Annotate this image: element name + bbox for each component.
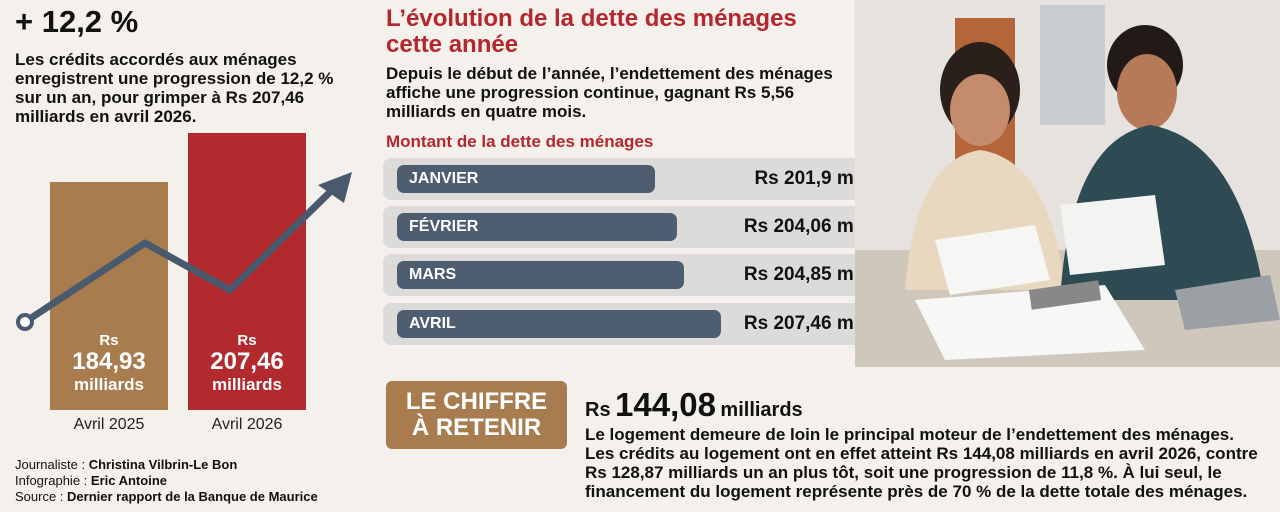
credit: Journaliste : Christina Vilbrin-Le Bon bbox=[15, 457, 237, 473]
credit: Infographie : Eric Antoine bbox=[15, 473, 167, 489]
key-amount: 144,08 bbox=[615, 386, 716, 423]
credit-label: Source : bbox=[15, 489, 64, 504]
badge-text: LE CHIFFRE À RETENIR bbox=[405, 388, 548, 441]
bar-amount: 207,46 bbox=[210, 348, 284, 375]
credit-label: Infographie : bbox=[15, 473, 88, 488]
key-unit: milliards bbox=[720, 399, 803, 421]
key-text: Le logement demeure de loin le principal… bbox=[585, 425, 1258, 501]
credit-name: Dernier rapport de la Banque de Maurice bbox=[67, 489, 318, 504]
credit-label: Journaliste : bbox=[15, 457, 86, 472]
month-label: MARS bbox=[397, 261, 684, 289]
month-label: FÉVRIER bbox=[397, 213, 677, 241]
month-row: JANVIER Rs 201,9 milliards bbox=[383, 158, 925, 200]
credit: Source : Dernier rapport de la Banque de… bbox=[15, 489, 318, 505]
month-label: JANVIER bbox=[397, 165, 655, 193]
main-subtitle: Montant de la dette des ménages bbox=[386, 132, 654, 151]
month-label: AVRIL bbox=[397, 310, 721, 338]
bar-prefix: Rs bbox=[99, 332, 119, 349]
month-row: AVRIL Rs 207,46 milliards bbox=[383, 303, 925, 345]
bar-unit: milliards bbox=[74, 375, 144, 394]
main-title: L’évolution de la dette des ménages cett… bbox=[386, 5, 797, 58]
key-prefix: Rs bbox=[585, 399, 611, 421]
bar-amount: 184,93 bbox=[72, 348, 146, 375]
bar-label: Avril 2025 bbox=[73, 416, 145, 433]
main-intro: Depuis le début de l’année, l’endettemen… bbox=[386, 64, 833, 121]
bar-prefix: Rs bbox=[237, 332, 257, 349]
key-amount-line: Rs 144,08 milliards bbox=[585, 386, 803, 424]
credit-name: Christina Vilbrin-Le Bon bbox=[88, 457, 238, 472]
photo bbox=[855, 0, 1280, 367]
trend-arrow bbox=[16, 172, 352, 331]
bar-label: Avril 2026 bbox=[211, 416, 283, 433]
credit-name: Eric Antoine bbox=[90, 473, 167, 488]
headline-figure: + 12,2 % bbox=[15, 4, 139, 39]
headline-text: Les crédits accordés aux ménages enregis… bbox=[15, 50, 334, 126]
month-row: FÉVRIER Rs 204,06 milliards bbox=[383, 206, 925, 248]
badge: LE CHIFFRE À RETENIR bbox=[386, 381, 567, 449]
month-row: MARS Rs 204,85 milliards bbox=[383, 254, 925, 296]
bar-unit: milliards bbox=[212, 375, 282, 394]
